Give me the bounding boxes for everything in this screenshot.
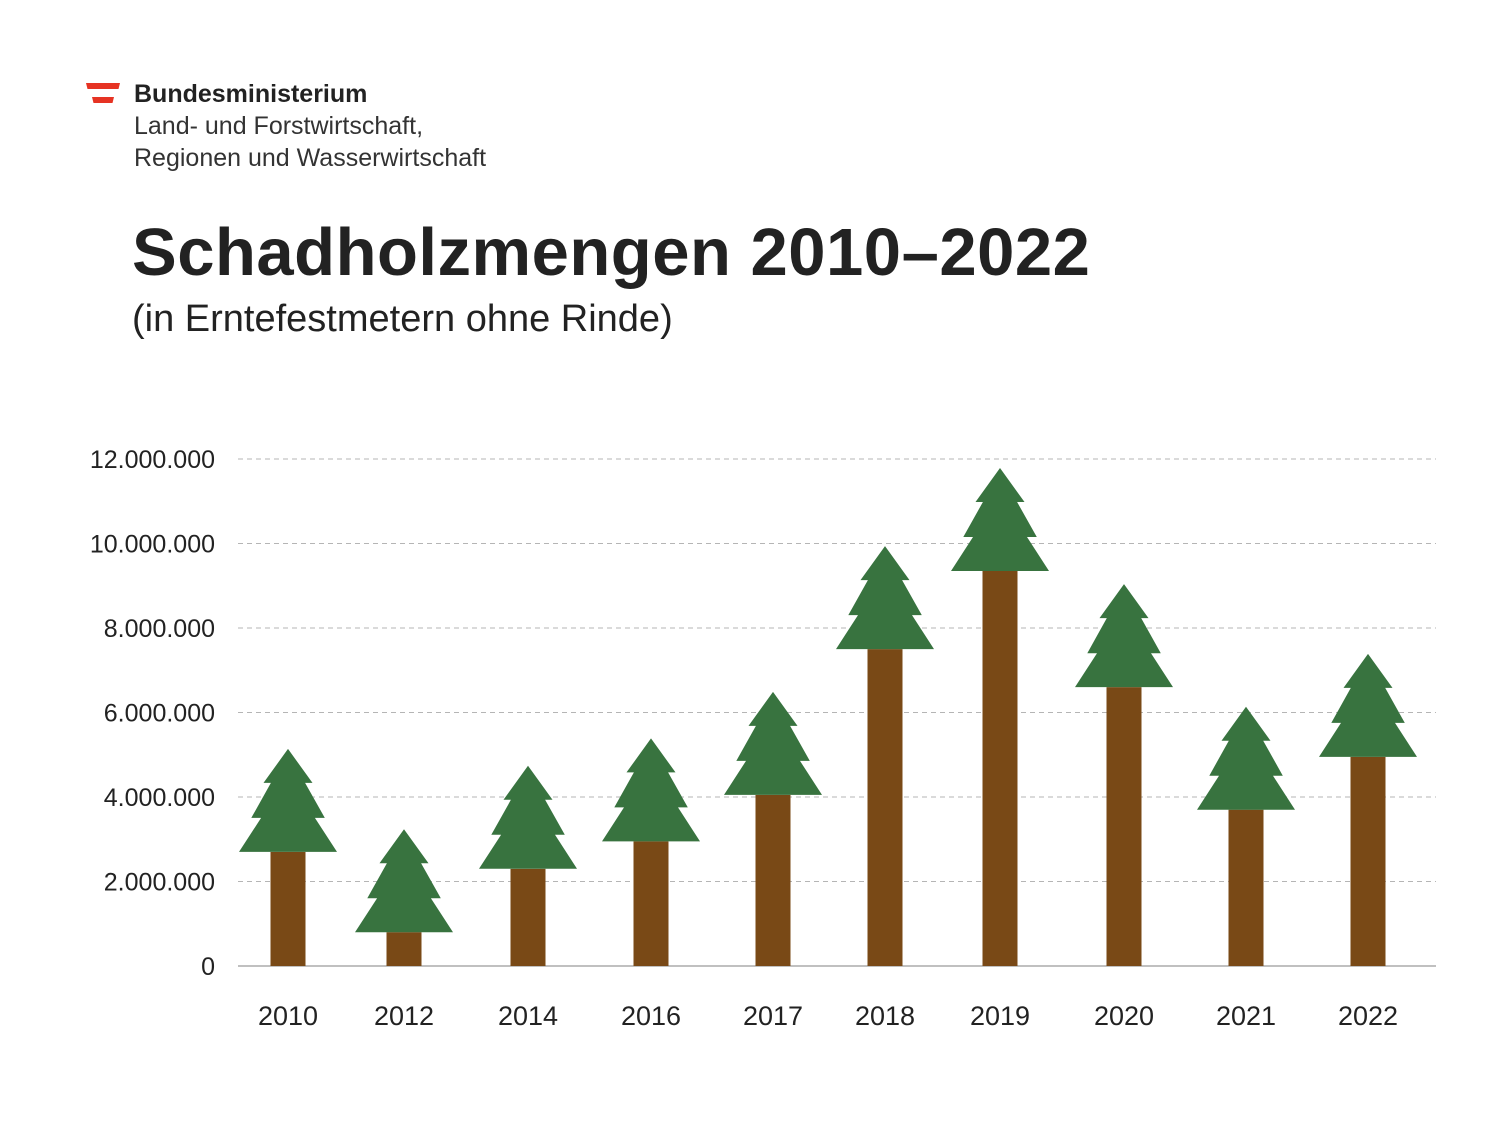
ministry-name: Bundesministerium Land- und Forstwirtsch… (134, 78, 486, 174)
tree-bar-2016 (602, 738, 700, 966)
x-tick-label: 2021 (1216, 1001, 1276, 1031)
x-tick-label: 2022 (1338, 1001, 1398, 1031)
ministry-line-3: Regionen und Wasserwirtschaft (134, 144, 487, 172)
x-tick-label: 2012 (374, 1001, 434, 1031)
tree-trunk (633, 841, 669, 966)
tree-crown (239, 748, 337, 852)
tree-trunk (867, 649, 903, 966)
ministry-line-2: Land- und Forstwirtschaft, (134, 112, 424, 140)
tree-trunk (1350, 756, 1386, 966)
tree-trunk (755, 794, 791, 966)
y-axis-ticks: 0 2.000.000 4.000.000 6.000.000 8.000.000 10.… (90, 446, 215, 981)
x-axis-ticks: 2010 2012 2014 2016 2017 2018 2019 2020 2021 2022 (258, 1001, 1398, 1031)
tree-crown (1197, 706, 1295, 810)
tree-bar-2012 (355, 829, 453, 966)
tree-crown (479, 765, 577, 869)
chart-subtitle: (in Erntefestmetern ohne Rinde) (132, 298, 673, 340)
y-tick-label: 2.000.000 (104, 869, 215, 897)
austria-flag-logo (86, 83, 120, 103)
tree-bar-2010 (239, 748, 337, 966)
tree-crown (602, 738, 700, 842)
tree-crown (1075, 584, 1173, 688)
tree-bar-2017 (724, 691, 822, 966)
tree-trunk (510, 868, 546, 966)
tree-trunk (386, 932, 422, 966)
x-tick-label: 2010 (258, 1001, 318, 1031)
ministry-line-1: Bundesministerium (134, 80, 368, 108)
y-tick-label: 6.000.000 (104, 700, 215, 728)
grid-lines (238, 458, 1436, 967)
tree-crown (951, 468, 1049, 571)
tree-trunk (270, 851, 306, 966)
y-tick-label: 0 (201, 953, 215, 981)
tree-trunk (1106, 687, 1142, 966)
y-tick-label: 10.000.000 (90, 531, 215, 559)
x-tick-label: 2018 (855, 1001, 915, 1031)
chart-title: Schadholzmengen 2010–2022 (132, 215, 1091, 290)
tree-bar-2020 (1075, 584, 1173, 966)
x-tick-label: 2019 (970, 1001, 1030, 1031)
tree-crown (1319, 653, 1417, 757)
tree-bar-2022 (1319, 653, 1417, 966)
tree-crown (355, 829, 453, 933)
y-tick-label: 12.000.000 (90, 446, 215, 474)
x-tick-label: 2020 (1094, 1001, 1154, 1031)
x-tick-label: 2016 (621, 1001, 681, 1031)
bars (239, 468, 1417, 966)
y-tick-label: 8.000.000 (104, 615, 215, 643)
tree-trunk (982, 570, 1018, 966)
x-tick-label: 2017 (743, 1001, 803, 1031)
tree-crown (836, 546, 934, 650)
y-tick-label: 4.000.000 (104, 784, 215, 812)
tree-bar-2018 (836, 546, 934, 966)
x-tick-label: 2014 (498, 1001, 558, 1031)
tree-crown (724, 691, 822, 795)
tree-trunk (1228, 809, 1264, 966)
tree-bar-2014 (479, 765, 577, 966)
tree-bar-2019 (951, 468, 1049, 966)
tree-bar-2021 (1197, 706, 1295, 966)
